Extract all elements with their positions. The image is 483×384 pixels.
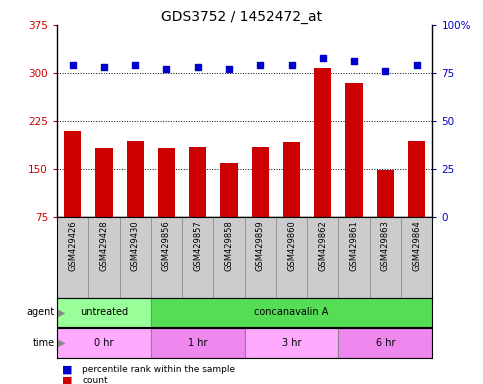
Text: count: count <box>82 376 108 384</box>
Text: time: time <box>32 338 55 348</box>
Text: GSM429858: GSM429858 <box>225 220 233 271</box>
Point <box>288 62 296 68</box>
Point <box>256 62 264 68</box>
Bar <box>339 328 432 358</box>
Text: 0 hr: 0 hr <box>94 338 114 348</box>
Text: GSM429859: GSM429859 <box>256 220 265 271</box>
Point <box>69 62 76 68</box>
Text: GSM429856: GSM429856 <box>162 220 171 271</box>
Bar <box>252 147 269 265</box>
Text: GSM429430: GSM429430 <box>131 220 140 271</box>
Bar <box>345 83 363 265</box>
Text: 6 hr: 6 hr <box>376 338 395 348</box>
Bar <box>57 217 88 298</box>
Point <box>100 64 108 70</box>
Text: GSM429860: GSM429860 <box>287 220 296 271</box>
Text: untreated: untreated <box>80 307 128 318</box>
Bar <box>339 217 370 298</box>
Text: GSM429863: GSM429863 <box>381 220 390 271</box>
Bar <box>377 170 394 265</box>
Point <box>131 62 139 68</box>
Bar <box>314 68 331 265</box>
Text: ▶: ▶ <box>58 307 66 318</box>
Point <box>350 58 358 65</box>
Text: GDS3752 / 1452472_at: GDS3752 / 1452472_at <box>161 10 322 23</box>
Bar <box>307 217 339 298</box>
Text: agent: agent <box>27 307 55 318</box>
Bar <box>151 328 245 358</box>
Text: percentile rank within the sample: percentile rank within the sample <box>82 365 235 374</box>
Bar <box>151 298 432 327</box>
Point <box>225 66 233 72</box>
Bar <box>408 141 425 265</box>
Text: GSM429428: GSM429428 <box>99 220 108 271</box>
Bar <box>213 217 245 298</box>
Bar <box>57 328 151 358</box>
Bar <box>151 217 182 298</box>
Bar <box>283 142 300 265</box>
Text: GSM429864: GSM429864 <box>412 220 421 271</box>
Point <box>382 68 389 74</box>
Point <box>163 66 170 72</box>
Bar <box>95 148 113 265</box>
Bar <box>220 162 238 265</box>
Text: 3 hr: 3 hr <box>282 338 301 348</box>
Text: 1 hr: 1 hr <box>188 338 208 348</box>
Bar <box>182 217 213 298</box>
Bar <box>245 217 276 298</box>
Text: ■: ■ <box>62 375 72 384</box>
Bar <box>120 217 151 298</box>
Bar <box>64 131 81 265</box>
Bar <box>276 217 307 298</box>
Text: ■: ■ <box>62 364 72 374</box>
Bar <box>158 149 175 265</box>
Text: GSM429857: GSM429857 <box>193 220 202 271</box>
Bar <box>127 141 144 265</box>
Point <box>413 62 421 68</box>
Text: concanavalin A: concanavalin A <box>255 307 329 318</box>
Bar <box>245 328 339 358</box>
Bar <box>401 217 432 298</box>
Bar <box>189 147 206 265</box>
Text: GSM429426: GSM429426 <box>68 220 77 271</box>
Text: ▶: ▶ <box>58 338 66 348</box>
Text: GSM429861: GSM429861 <box>350 220 358 271</box>
Point <box>194 64 201 70</box>
Point <box>319 55 327 61</box>
Text: GSM429862: GSM429862 <box>318 220 327 271</box>
Bar <box>88 217 120 298</box>
Bar <box>370 217 401 298</box>
Bar <box>57 298 151 327</box>
